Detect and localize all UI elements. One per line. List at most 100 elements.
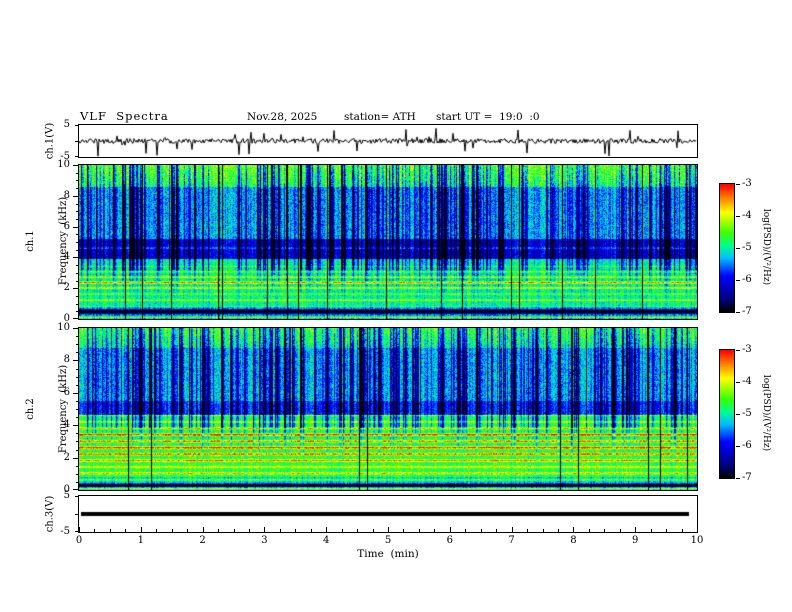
x-minor-tick	[682, 529, 683, 532]
wave-tick-label: 5	[63, 490, 70, 501]
ch1-spectrogram-canvas	[79, 165, 697, 319]
freq-tick-label: 4	[63, 419, 70, 431]
colorbar-tick-label: -5	[742, 408, 752, 419]
ch2-spec-ylabel-line2: Frequency (kHz)	[58, 364, 69, 454]
colorbar-tick	[736, 280, 740, 281]
colorbar-tick-label: -6	[742, 274, 752, 285]
x-minor-tick	[558, 529, 559, 532]
x-major-tick	[450, 527, 451, 532]
x-minor-tick	[496, 529, 497, 532]
x-major-tick	[388, 527, 389, 532]
colorbar-tick	[736, 248, 740, 249]
freq-tick	[76, 417, 79, 418]
x-major-tick	[79, 527, 80, 532]
x-minor-tick	[543, 529, 544, 532]
colorbar-tick	[736, 414, 740, 415]
freq-tick	[76, 173, 79, 174]
freq-tick	[73, 227, 79, 228]
x-axis-label: Time (min)	[357, 548, 419, 560]
x-tick-label: 5	[384, 535, 392, 546]
x-minor-tick	[187, 529, 188, 532]
x-minor-tick	[589, 529, 590, 532]
freq-tick	[76, 180, 79, 181]
x-major-tick	[635, 527, 636, 532]
freq-tick-label: 4	[63, 251, 70, 263]
freq-tick-label: 0	[63, 484, 70, 495]
x-minor-tick	[620, 529, 621, 532]
freq-tick	[73, 257, 79, 258]
colorbar-tick-label: -4	[742, 376, 752, 387]
plot-start-ut: start UT = 19:0 :0	[436, 111, 540, 123]
colorbar-tick-label: -3	[742, 178, 752, 189]
freq-tick	[76, 385, 79, 386]
x-minor-tick	[527, 529, 528, 532]
ch1-spec-ylabel-line1: ch.1	[25, 230, 36, 252]
freq-tick	[76, 211, 79, 212]
colorbar-tick	[736, 184, 740, 185]
x-tick-label: 3	[261, 535, 268, 546]
freq-tick-label: 10	[57, 322, 70, 333]
colorbar-tick-label: -7	[742, 472, 752, 483]
x-minor-tick	[172, 529, 173, 532]
freq-tick	[76, 433, 79, 434]
colorbar-ch2-canvas	[720, 350, 734, 478]
x-tick-label: 2	[199, 535, 206, 546]
freq-tick	[76, 441, 79, 442]
freq-tick	[73, 393, 79, 394]
colorbar-tick-label: -6	[742, 440, 752, 451]
ch3-wave-ylabel: ch.3(V)	[44, 495, 56, 533]
freq-tick-label: 10	[57, 159, 70, 170]
freq-tick-label: 2	[63, 451, 70, 463]
freq-tick-label: 8	[63, 189, 70, 201]
freq-tick	[76, 409, 79, 410]
freq-tick	[76, 281, 79, 282]
freq-tick	[76, 474, 79, 475]
freq-tick-label: 6	[63, 386, 70, 398]
colorbar-ch2-label: log(PSD)/(V²/Hz)	[761, 374, 771, 452]
x-minor-tick	[234, 529, 235, 532]
colorbar-tick	[736, 350, 740, 351]
freq-tick-label: 2	[63, 282, 70, 294]
plot-station: station= ATH	[344, 111, 416, 123]
x-minor-tick	[110, 529, 111, 532]
x-major-tick	[264, 527, 265, 532]
x-minor-tick	[249, 529, 250, 532]
x-minor-tick	[295, 529, 296, 532]
colorbar-tick	[736, 382, 740, 383]
wave-tick	[75, 156, 79, 157]
wave-tick-label: 5	[63, 119, 70, 130]
colorbar-ch1-canvas	[720, 184, 734, 312]
freq-tick	[73, 425, 79, 426]
x-minor-tick	[156, 529, 157, 532]
freq-tick	[76, 242, 79, 243]
colorbar-tick-label: -5	[742, 242, 752, 253]
wave-tick	[75, 141, 79, 142]
freq-tick	[76, 296, 79, 297]
freq-tick-label: 6	[63, 220, 70, 232]
colorbar-tick-label: -7	[742, 306, 752, 317]
x-minor-tick	[434, 529, 435, 532]
freq-tick	[76, 377, 79, 378]
x-minor-tick	[666, 529, 667, 532]
x-minor-tick	[604, 529, 605, 532]
ch2-spectrogram-canvas	[79, 328, 697, 490]
freq-tick	[73, 328, 79, 329]
freq-tick	[76, 482, 79, 483]
wave-tick	[75, 531, 79, 532]
freq-tick	[76, 188, 79, 189]
wave-tick	[75, 496, 79, 497]
freq-tick	[73, 458, 79, 459]
x-minor-tick	[280, 529, 281, 532]
x-tick-label: 10	[690, 535, 704, 546]
colorbar-ch2	[719, 349, 735, 479]
freq-tick	[76, 352, 79, 353]
x-minor-tick	[94, 529, 95, 532]
freq-tick	[73, 318, 79, 319]
ch3-waveform-canvas	[79, 496, 697, 532]
plot-date: Nov.28, 2025	[247, 111, 318, 123]
freq-tick	[73, 288, 79, 289]
wave-tick-label: -5	[60, 526, 70, 537]
freq-tick	[76, 450, 79, 451]
freq-tick	[76, 219, 79, 220]
